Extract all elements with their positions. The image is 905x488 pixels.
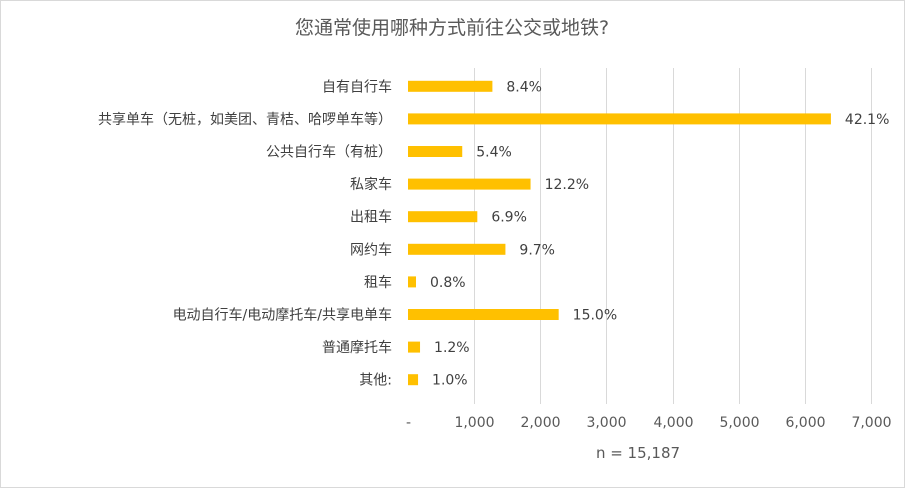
bars <box>408 80 831 386</box>
data-labels: 8.4% 42.1% 5.4% 12.2% 6.9% 9.7% 0.8% 15.0% 1.2% 1… <box>430 79 889 388</box>
category-label: 网约车 <box>350 241 392 258</box>
x-tick-label: 4,000 <box>653 415 693 431</box>
category-label: 公共自行车（有桩） <box>266 144 392 161</box>
bar <box>408 146 463 157</box>
x-tick-label: 2,000 <box>520 415 560 431</box>
x-axis-label: n = 15,187 <box>596 444 680 462</box>
bar <box>408 341 421 353</box>
bar <box>408 276 417 288</box>
data-label: 9.7% <box>519 242 555 258</box>
x-tick-label: 1,000 <box>454 415 494 431</box>
category-label: 电动自行车/电动摩托车/共享电单车 <box>173 307 392 324</box>
data-label: 42.1% <box>845 112 889 128</box>
data-label: 1.0% <box>432 373 468 389</box>
data-label: 5.4% <box>476 145 512 161</box>
chart-title: 您通常使用哪种方式前往公交或地铁? <box>295 17 609 39</box>
data-label: 0.8% <box>430 275 466 291</box>
bar <box>408 113 831 125</box>
data-label: 15.0% <box>573 308 617 324</box>
data-label: 6.9% <box>491 210 527 226</box>
bar <box>408 374 419 386</box>
x-tick-label: 7,000 <box>851 415 891 431</box>
category-label: 私家车 <box>350 176 392 193</box>
category-label: 其他: <box>359 373 392 389</box>
category-label: 租车 <box>364 274 392 291</box>
x-tick-label: 3,000 <box>586 415 626 431</box>
data-label: 8.4% <box>506 79 542 95</box>
x-tick-label: 5,000 <box>719 415 759 431</box>
bar <box>408 243 506 255</box>
bar <box>408 211 478 223</box>
category-label: 出租车 <box>350 209 392 226</box>
x-tick-label: - <box>406 415 411 431</box>
x-tick-label: 6,000 <box>785 415 825 431</box>
data-label: 1.2% <box>434 340 470 356</box>
category-label: 普通摩托车 <box>322 339 392 356</box>
category-label: 共享单车（无桩，如美团、青桔、哈啰单车等） <box>98 111 392 128</box>
bar <box>408 178 531 190</box>
category-label: 自有自行车 <box>322 78 392 95</box>
x-axis-ticks: - 1,000 2,000 3,000 4,000 5,000 6,000 7,000 <box>406 415 892 431</box>
data-label: 12.2% <box>545 177 589 193</box>
bar <box>408 80 493 92</box>
bar <box>408 309 559 320</box>
